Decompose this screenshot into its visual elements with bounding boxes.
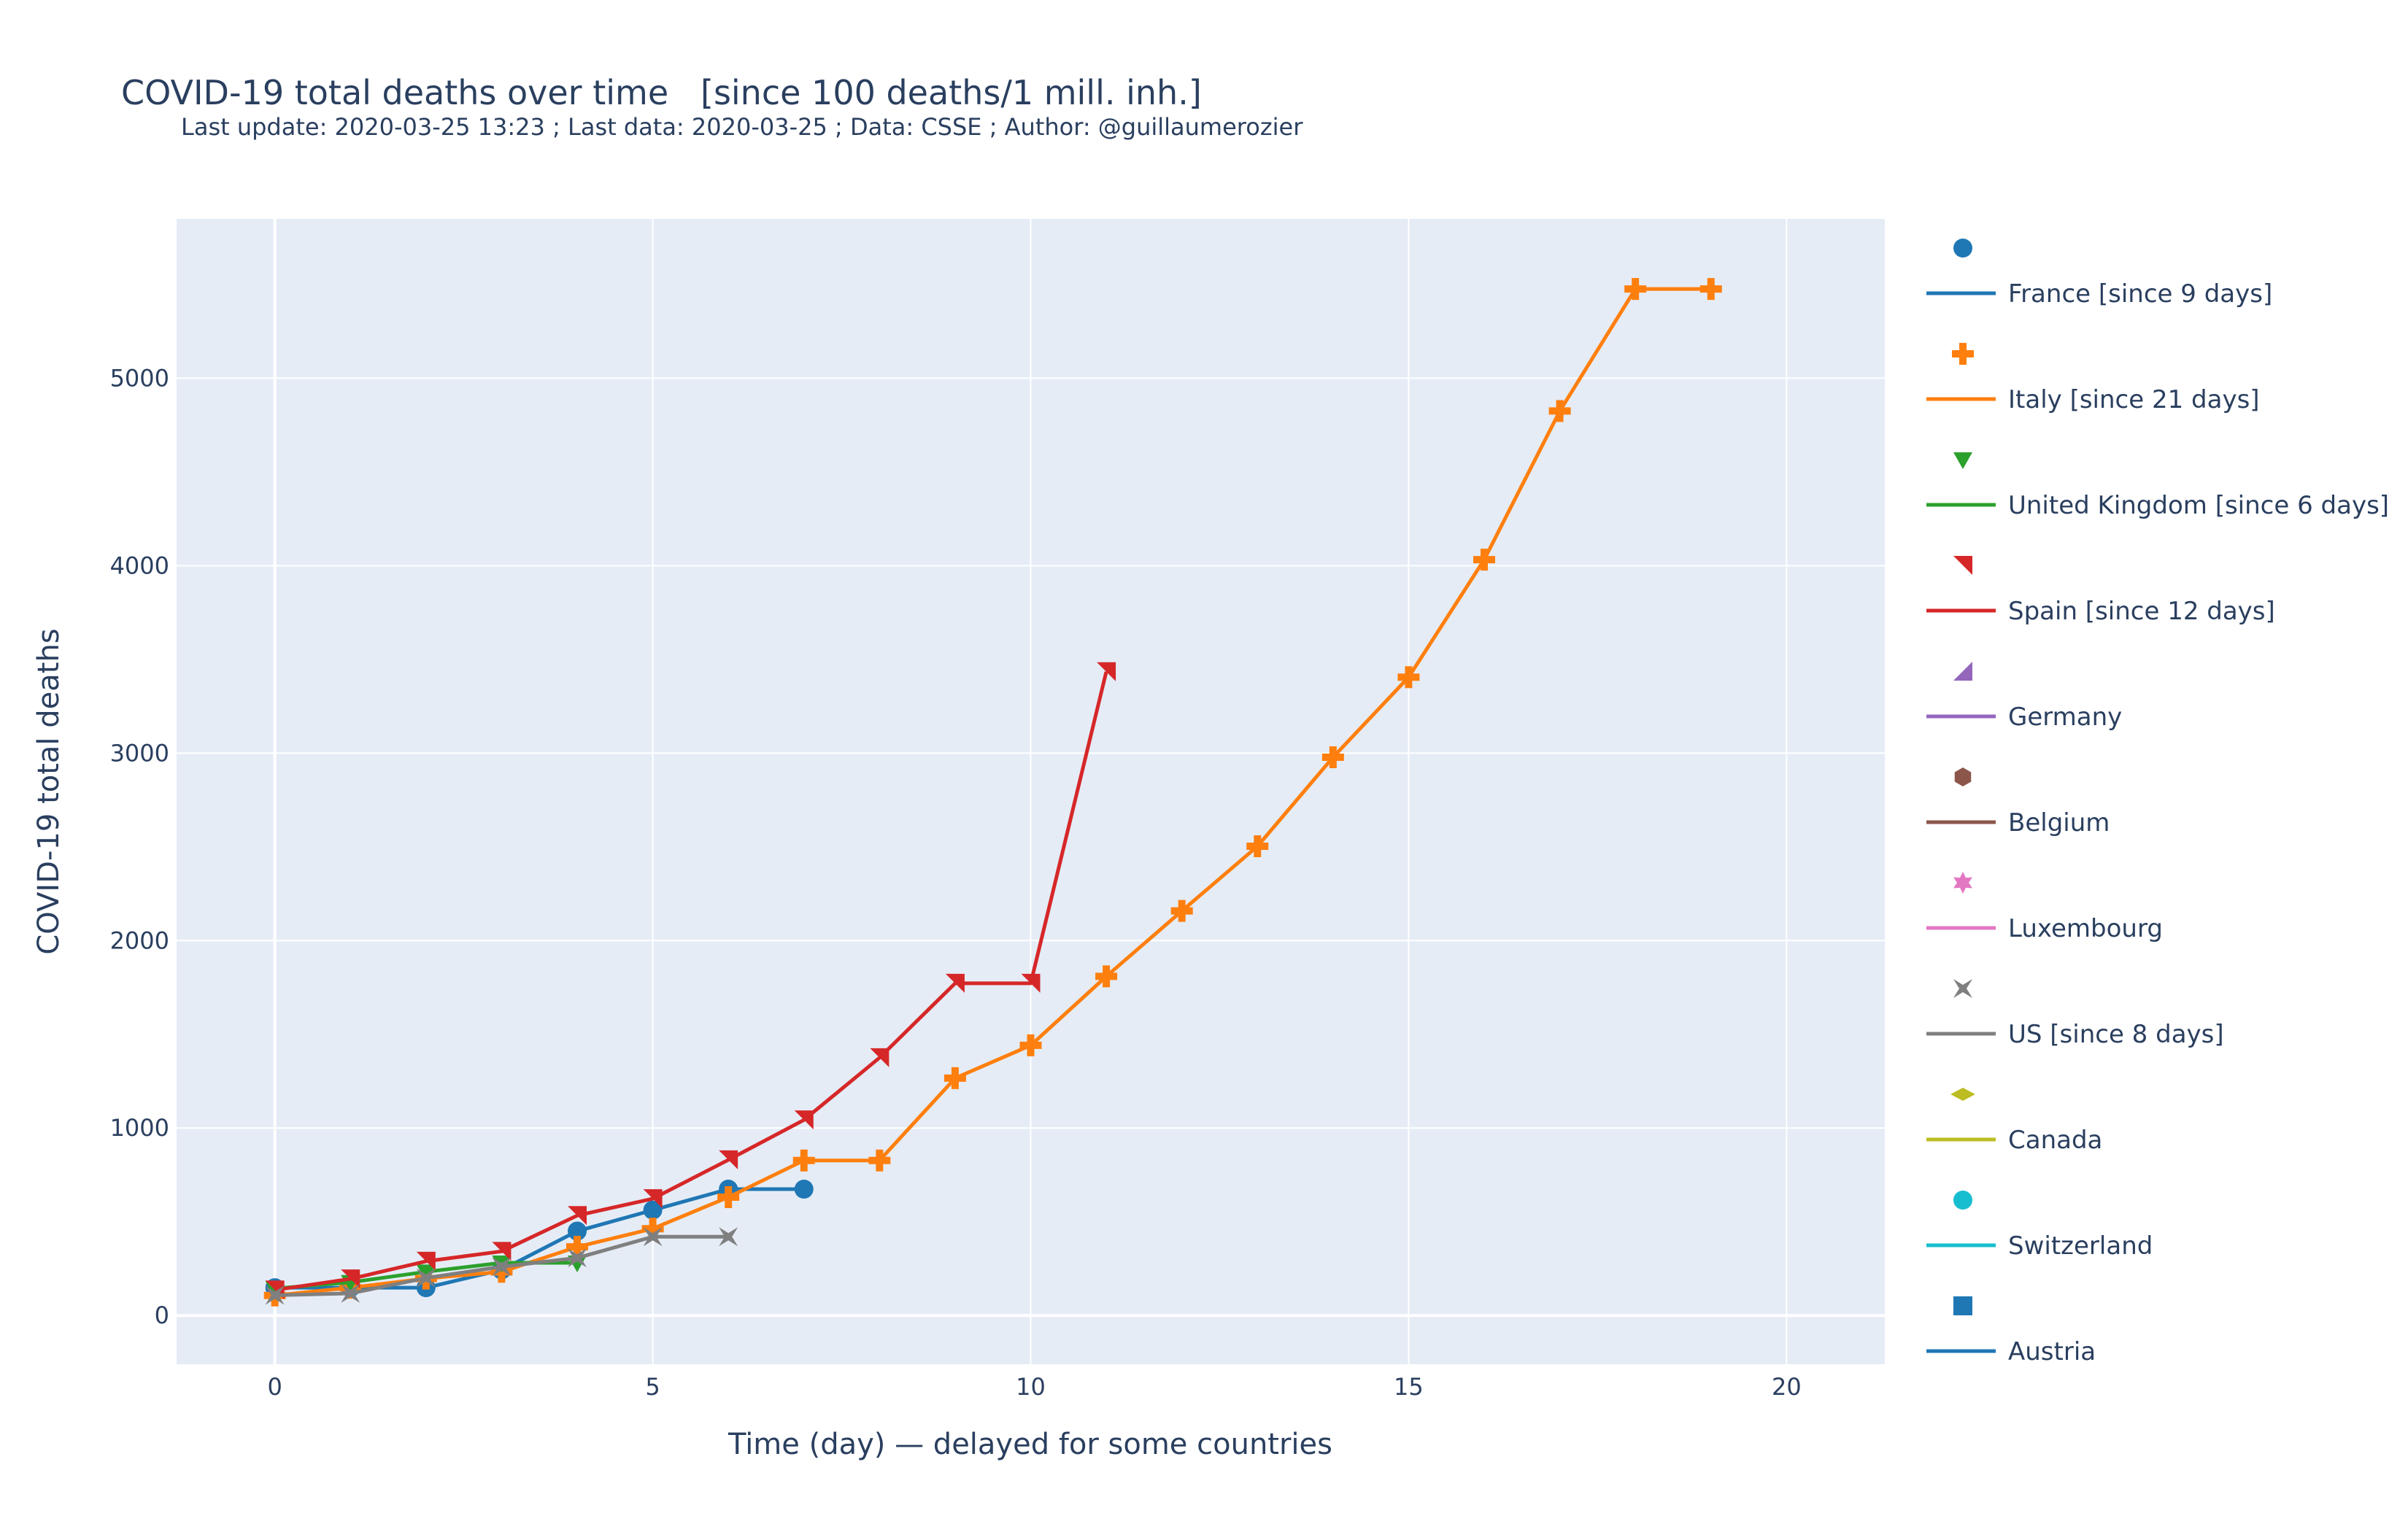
data-point bbox=[416, 1268, 436, 1288]
y-axis-title: COVID-19 total deaths bbox=[32, 628, 66, 954]
legend-marker bbox=[1953, 556, 1972, 575]
legend-marker bbox=[1953, 979, 1972, 998]
legend-marker bbox=[1950, 1088, 1975, 1101]
data-point bbox=[794, 1110, 814, 1130]
x-tick-label: 5 bbox=[645, 1373, 660, 1401]
legend-label: Belgium bbox=[2008, 808, 2110, 837]
legend-item[interactable]: Luxembourg bbox=[1926, 872, 2163, 943]
data-point bbox=[1397, 666, 1420, 689]
chart-title: COVID-19 total deaths over time [since 1… bbox=[121, 73, 1202, 112]
legend-item[interactable]: Spain [since 12 days] bbox=[1926, 556, 2275, 626]
data-point bbox=[945, 973, 965, 993]
legend-item[interactable]: Belgium bbox=[1926, 767, 2110, 837]
legend-label: Italy [since 21 days] bbox=[2008, 385, 2260, 414]
data-point bbox=[566, 1236, 588, 1258]
data-point bbox=[1095, 965, 1118, 988]
legend-marker bbox=[1953, 1296, 1972, 1315]
y-tick-label: 0 bbox=[155, 1301, 169, 1329]
legend-label: Switzerland bbox=[2008, 1231, 2153, 1261]
data-point bbox=[643, 1189, 663, 1209]
legend-item[interactable]: France [since 9 days] bbox=[1926, 239, 2272, 309]
data-point bbox=[719, 1150, 738, 1169]
legend-label: United Kingdom [since 6 days] bbox=[2008, 491, 2389, 520]
legend-label: Canada bbox=[2008, 1126, 2102, 1155]
legend-marker bbox=[1953, 239, 1972, 258]
data-point bbox=[641, 1218, 664, 1240]
legend-label: Luxembourg bbox=[2008, 914, 2163, 943]
legend-item[interactable]: United Kingdom [since 6 days] bbox=[1926, 452, 2389, 520]
data-point bbox=[1246, 835, 1269, 858]
data-point bbox=[492, 1257, 512, 1277]
data-point bbox=[1548, 400, 1571, 422]
data-point bbox=[1321, 746, 1344, 768]
x-tick-label: 10 bbox=[1016, 1373, 1046, 1401]
data-point bbox=[416, 1251, 436, 1271]
legend-item[interactable]: Italy [since 21 days] bbox=[1926, 343, 2260, 414]
data-point bbox=[567, 1221, 587, 1241]
x-axis-title: Time (day) — delayed for some countries bbox=[728, 1428, 1332, 1461]
legend-marker bbox=[1953, 452, 1972, 469]
data-point bbox=[1699, 278, 1722, 301]
y-tick-label: 3000 bbox=[110, 739, 169, 767]
series-line bbox=[274, 287, 1711, 1298]
legend-label: Spain [since 12 days] bbox=[2008, 597, 2275, 626]
legend-label: France [since 9 days] bbox=[2008, 279, 2272, 309]
chart-subtitle: Last update: 2020-03-25 13:23 ; Last dat… bbox=[181, 113, 1303, 141]
data-point bbox=[341, 1269, 360, 1289]
data-point bbox=[1624, 278, 1647, 301]
data-point bbox=[643, 1227, 663, 1247]
data-point bbox=[792, 1149, 815, 1172]
data-point bbox=[341, 1283, 360, 1303]
legend-marker bbox=[1953, 662, 1972, 681]
data-point bbox=[719, 1227, 738, 1247]
x-tick-label: 0 bbox=[267, 1373, 282, 1401]
legend-marker bbox=[1954, 767, 1972, 786]
legend-label: Austria bbox=[2008, 1337, 2096, 1366]
y-tick-label: 2000 bbox=[110, 926, 169, 954]
legend-label: Germany bbox=[2008, 703, 2122, 732]
data-point bbox=[1019, 1034, 1042, 1056]
data-point bbox=[1170, 900, 1193, 922]
y-tick-label: 4000 bbox=[110, 552, 169, 579]
legend-marker bbox=[1953, 872, 1972, 894]
series-line bbox=[274, 671, 1108, 1292]
data-point bbox=[643, 1200, 663, 1220]
x-tick-label: 15 bbox=[1394, 1373, 1424, 1401]
series-7 bbox=[265, 1227, 738, 1305]
data-point bbox=[1097, 662, 1116, 681]
data-point bbox=[567, 1206, 587, 1226]
legend-item[interactable]: Austria bbox=[1926, 1296, 2096, 1366]
legend-item[interactable]: Switzerland bbox=[1926, 1191, 2153, 1261]
data-point bbox=[717, 1186, 740, 1209]
series-3 bbox=[265, 662, 1116, 1300]
data-point bbox=[868, 1149, 891, 1172]
data-point bbox=[265, 1285, 285, 1305]
legend-item[interactable]: Germany bbox=[1926, 662, 2122, 732]
data-point bbox=[492, 1242, 512, 1261]
data-point bbox=[943, 1067, 966, 1089]
legend-label: US [since 8 days] bbox=[2008, 1020, 2224, 1049]
x-tick-label: 20 bbox=[1772, 1373, 1802, 1401]
data-point bbox=[1473, 549, 1496, 571]
legend-item[interactable]: US [since 8 days] bbox=[1926, 979, 2224, 1049]
data-point bbox=[1021, 973, 1041, 993]
legend-marker bbox=[1953, 1191, 1972, 1210]
data-point bbox=[416, 1264, 436, 1282]
legend-marker bbox=[1952, 343, 1974, 365]
y-tick-label: 1000 bbox=[110, 1114, 169, 1142]
y-tick-label: 5000 bbox=[110, 364, 169, 392]
data-point bbox=[567, 1248, 587, 1268]
data-point bbox=[794, 1180, 814, 1199]
data-point bbox=[870, 1048, 890, 1067]
legend-item[interactable]: Canada bbox=[1926, 1088, 2102, 1155]
